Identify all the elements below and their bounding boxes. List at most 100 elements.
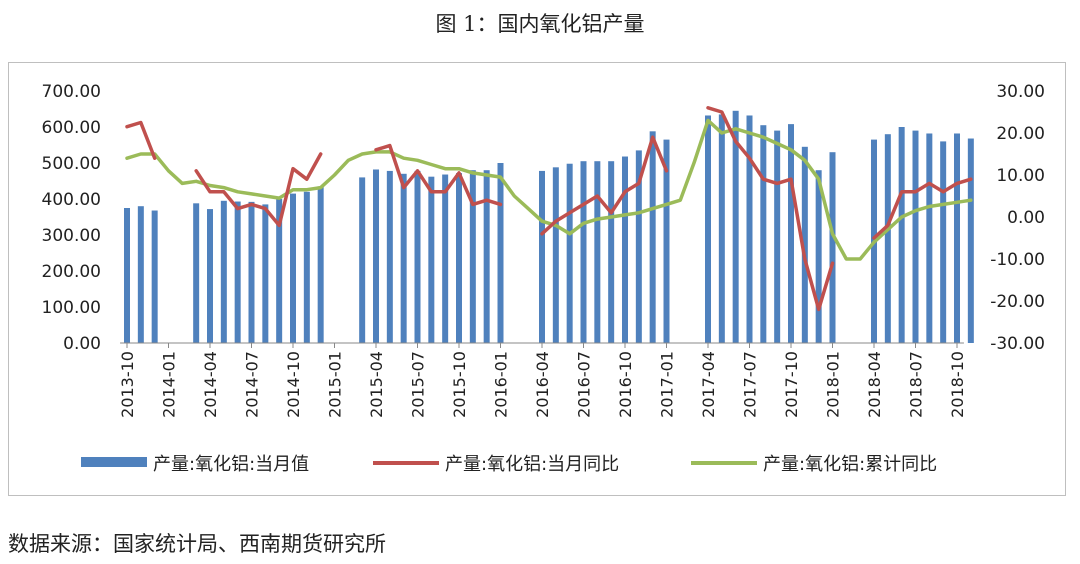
x-axis-tick-label: 2016-07 xyxy=(575,351,594,418)
cumulative-yoy-line xyxy=(125,118,973,261)
bar xyxy=(705,115,711,343)
x-axis-tick-label: 2015-01 xyxy=(326,351,345,418)
bar xyxy=(303,191,310,343)
bar xyxy=(566,163,573,343)
legend-label: 产量:氧化铝:当月值 xyxy=(153,454,309,475)
bar xyxy=(414,170,421,343)
right-axis-tick-label: 0.00 xyxy=(1007,208,1045,228)
x-axis-tick-label: 2016-01 xyxy=(492,351,511,418)
bar xyxy=(829,152,836,343)
right-axis-tick-label: 10.00 xyxy=(996,166,1045,186)
line-series xyxy=(125,106,973,312)
x-axis: 2013-10 2014-01 2014-04 2014-07 2014-10 2015-… xyxy=(118,342,967,418)
x-axis-tick-label: 2014-07 xyxy=(243,351,262,418)
x-axis-tick-label: 2014-04 xyxy=(201,351,220,418)
x-axis-tick-label: 2015-07 xyxy=(409,351,428,418)
bar xyxy=(193,203,200,343)
bar xyxy=(124,208,130,343)
bar xyxy=(262,204,269,343)
x-axis-tick-label: 2014-10 xyxy=(284,351,303,418)
bar xyxy=(456,173,462,343)
legend: 产量:氧化铝:当月值 产量:氧化铝:当月同比 产量:氧化铝:累计同比 xyxy=(81,454,937,475)
bar xyxy=(926,133,933,343)
left-axis-tick-label: 400.00 xyxy=(42,190,101,210)
left-axis-tick-label: 200.00 xyxy=(42,262,101,282)
x-axis-tick-label: 2017-04 xyxy=(699,351,718,418)
bar xyxy=(898,127,905,343)
left-axis-labels: 0.00 100.00 200.00 300.00 400.00 500.00 600.00… xyxy=(42,82,101,354)
bar xyxy=(400,173,407,343)
bar xyxy=(940,141,947,343)
bar xyxy=(954,133,960,343)
left-axis-tick-label: 0.00 xyxy=(63,334,101,354)
bar xyxy=(552,167,559,343)
left-axis-tick-label: 100.00 xyxy=(42,298,101,318)
right-axis-tick-label: 20.00 xyxy=(996,124,1045,144)
x-axis-tick-label: 2017-10 xyxy=(782,351,801,418)
bar xyxy=(151,210,158,343)
bar xyxy=(663,139,670,343)
bar-series xyxy=(124,110,974,344)
left-axis-tick-label: 700.00 xyxy=(42,82,101,102)
monthly-yoy-line xyxy=(125,106,973,312)
bar xyxy=(608,161,615,343)
x-axis-tick-label: 2015-04 xyxy=(367,351,386,418)
x-axis-tick-label: 2018-07 xyxy=(907,351,926,418)
bar xyxy=(539,170,545,343)
x-axis-tick-label: 2014-01 xyxy=(160,351,179,418)
x-axis-tick-label: 2016-04 xyxy=(533,351,552,418)
bar xyxy=(635,150,642,343)
right-axis-tick-label: -10.00 xyxy=(990,250,1045,270)
bar xyxy=(497,163,504,343)
right-axis-labels: -30.00 -20.00 -10.00 0.00 10.00 20.00 30.00 xyxy=(990,82,1045,354)
bar xyxy=(732,110,739,343)
right-axis-tick-label: -20.00 xyxy=(990,292,1045,312)
x-axis-tick-label: 2018-10 xyxy=(948,351,967,418)
legend-label: 产量:氧化铝:累计同比 xyxy=(763,454,937,475)
bar xyxy=(373,169,379,343)
bar xyxy=(386,170,393,343)
right-axis-tick-label: -30.00 xyxy=(990,334,1045,354)
bar xyxy=(912,130,919,343)
bar xyxy=(967,138,974,343)
x-axis-tick-label: 2017-07 xyxy=(741,351,760,418)
bar xyxy=(220,200,227,343)
bar xyxy=(788,124,794,343)
x-axis-tick-label: 2016-10 xyxy=(616,351,635,418)
legend-swatch-bar xyxy=(81,457,147,467)
bar xyxy=(649,131,656,343)
legend-label: 产量:氧化铝:当月同比 xyxy=(445,454,619,475)
bar xyxy=(774,130,781,343)
bar xyxy=(248,201,255,343)
bar xyxy=(276,199,283,343)
bar xyxy=(483,170,490,343)
left-axis-tick-label: 300.00 xyxy=(42,226,101,246)
bar xyxy=(137,206,144,343)
x-axis-tick-label: 2015-10 xyxy=(450,351,469,418)
x-axis-tick-label: 2013-10 xyxy=(118,351,137,418)
bar xyxy=(594,161,601,343)
bar xyxy=(469,170,476,343)
left-axis-tick-label: 600.00 xyxy=(42,118,101,138)
bar xyxy=(234,201,241,343)
bar xyxy=(815,170,822,343)
x-axis-tick-label: 2018-01 xyxy=(824,351,843,418)
bar xyxy=(760,125,767,343)
bar xyxy=(718,114,725,344)
bar xyxy=(428,176,435,343)
x-axis-tick-label: 2017-01 xyxy=(658,351,677,418)
bar xyxy=(317,186,324,343)
chart-title: 图 1：国内氧化铝产量 xyxy=(435,12,645,36)
bar xyxy=(580,161,587,343)
chart-frame: 0.00 100.00 200.00 300.00 400.00 500.00 600.00… xyxy=(8,62,1066,496)
bar xyxy=(746,115,753,343)
chart-canvas: 0.00 100.00 200.00 300.00 400.00 500.00 600.00… xyxy=(42,82,1045,475)
bar xyxy=(290,193,296,343)
left-axis-tick-label: 500.00 xyxy=(42,154,101,174)
x-axis-tick-label: 2018-04 xyxy=(865,351,884,418)
bar xyxy=(359,177,366,343)
bar xyxy=(207,209,213,343)
bar xyxy=(884,134,891,343)
bar xyxy=(801,146,808,343)
bar xyxy=(442,174,449,343)
